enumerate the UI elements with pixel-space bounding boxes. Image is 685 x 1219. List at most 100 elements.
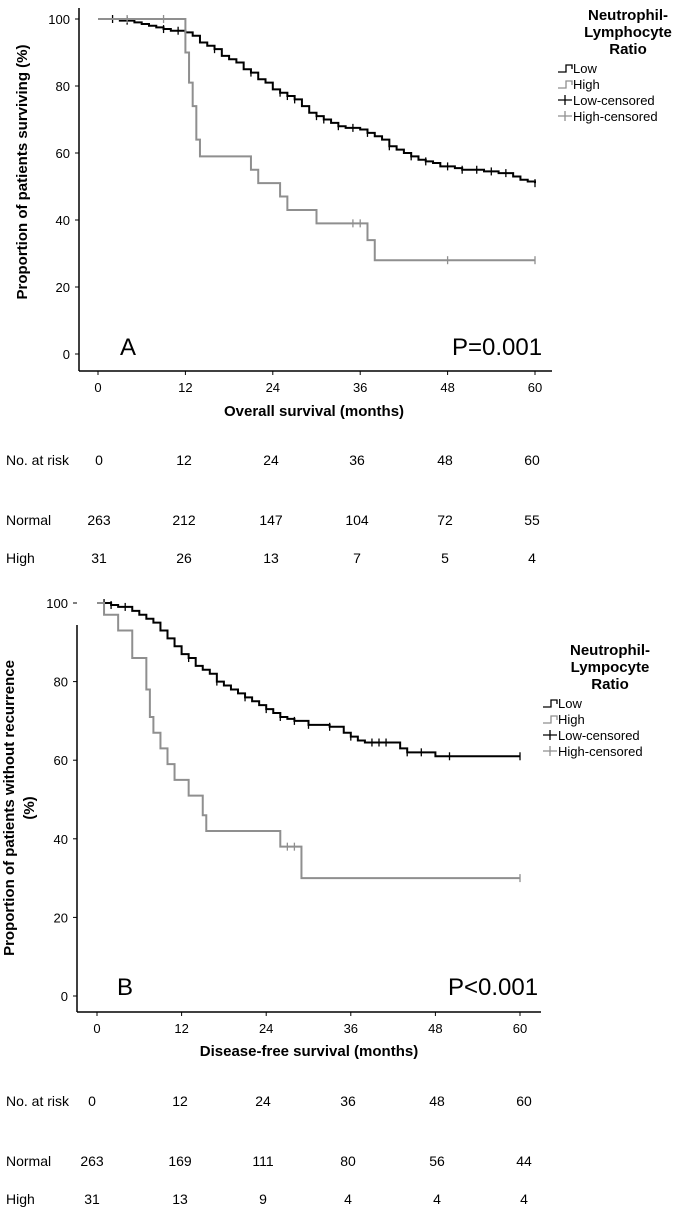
legend-symbol	[558, 95, 572, 105]
x-tick-label: 36	[353, 380, 367, 395]
legend-title: Ratio	[609, 41, 647, 58]
risk-cell: 24	[255, 1093, 271, 1109]
legend-symbol	[558, 64, 573, 73]
legend-item-label: High-censored	[573, 109, 658, 124]
risk-cell: 13	[172, 1191, 188, 1207]
x-tick-label: 24	[259, 1021, 273, 1036]
risk-cell: 36	[349, 452, 365, 468]
risk-cell: 4	[344, 1191, 352, 1207]
legend-symbol	[558, 111, 572, 121]
risk-cell: 48	[429, 1093, 445, 1109]
y-tick-label: 20	[56, 280, 70, 295]
risk-cell: 169	[168, 1153, 192, 1169]
risk-cell: 31	[84, 1191, 100, 1207]
chart-series	[98, 15, 536, 265]
legend-item-label: High	[558, 712, 585, 727]
risk-row-label: Normal	[6, 1153, 52, 1169]
legend-symbol	[543, 715, 558, 724]
legend-item-label: High	[573, 77, 600, 92]
risk-row-high: High 31 26 13 7 5 4	[0, 550, 685, 570]
panel-letter: A	[120, 334, 136, 361]
risk-cell: 13	[263, 550, 279, 566]
legend-symbol	[543, 699, 558, 708]
risk-cell: 4	[433, 1191, 441, 1207]
risk-cell: 12	[176, 452, 192, 468]
risk-cell: 55	[524, 512, 540, 528]
risk-cell: 104	[345, 512, 369, 528]
y-tick-label: 0	[61, 989, 68, 1004]
risk-cell: 80	[340, 1153, 356, 1169]
panel-letter: B	[117, 974, 133, 1001]
p-value: P<0.001	[448, 974, 538, 1001]
legend-title: Ratio	[591, 676, 629, 693]
legend-title: Lympocyte	[571, 659, 650, 676]
legend-title: Neutrophil-	[588, 7, 668, 24]
y-tick-label: 0	[63, 347, 70, 362]
risk-cell: 4	[520, 1191, 528, 1207]
y-axis-label-line2: (%)	[21, 796, 38, 819]
risk-cell: 44	[516, 1153, 532, 1169]
y-tick-label: 100	[46, 596, 68, 611]
risk-cell: 48	[437, 452, 453, 468]
x-tick-label: 36	[344, 1021, 358, 1036]
risk-cell: 0	[88, 1093, 96, 1109]
risk-cell: 9	[259, 1191, 267, 1207]
legend-item-label: Low-censored	[558, 728, 640, 743]
x-tick-label: 60	[513, 1021, 527, 1036]
legend-item-label: High-censored	[558, 744, 643, 759]
panel-a-overall-survival: 0 12 24 36 48 60 0 20 40 60 80 100 A P=0.001 Overal…	[0, 0, 685, 600]
risk-cell: 5	[441, 550, 449, 566]
chart-axes: 0 12 24 36 48 60 0 20 40 60 80 100	[46, 596, 541, 1036]
km-chart-overall-survival: 0 12 24 36 48 60 0 20 40 60 80 100 A P=0.001 Overal…	[14, 7, 672, 420]
risk-cell: 263	[87, 512, 111, 528]
x-tick-label: 24	[266, 380, 280, 395]
p-value: P=0.001	[452, 334, 542, 361]
risk-row-normal: Normal 263 212 147 104 72 55	[0, 512, 685, 532]
x-tick-label: 0	[93, 1021, 100, 1036]
risk-cell: 147	[259, 512, 283, 528]
risk-cell: 31	[91, 550, 107, 566]
risk-cell: 7	[353, 550, 361, 566]
x-tick-label: 48	[440, 380, 454, 395]
y-tick-label: 100	[48, 12, 70, 27]
y-tick-label: 60	[56, 146, 70, 161]
risk-cell: 56	[429, 1153, 445, 1169]
risk-cell: 12	[172, 1093, 188, 1109]
risk-cell: 4	[528, 550, 536, 566]
risk-cell: 72	[437, 512, 453, 528]
x-tick-label: 12	[178, 380, 192, 395]
risk-cell: 212	[172, 512, 196, 528]
y-tick-label: 80	[56, 79, 70, 94]
risk-row-label: High	[6, 550, 35, 566]
x-axis-label: Disease-free survival (months)	[200, 1043, 418, 1060]
risk-row-normal: Normal 263 169 111 80 56 44	[0, 1153, 685, 1173]
risk-row-label: No. at risk	[6, 1093, 70, 1109]
km-chart-disease-free-survival: 0 12 24 36 48 60 0 20 40 60 80 100 B P<0.001 Diseas…	[1, 596, 650, 1060]
y-tick-label: 60	[54, 753, 68, 768]
survival-curve-high	[98, 18, 535, 262]
risk-cell: 60	[516, 1093, 532, 1109]
x-axis-label: Overall survival (months)	[224, 403, 404, 420]
survival-curve-low	[97, 602, 520, 758]
survival-curve-high	[97, 602, 520, 880]
legend-item-label: Low	[573, 61, 597, 76]
legend-symbol	[558, 80, 573, 89]
legend-symbol	[543, 746, 557, 756]
chart-series	[97, 599, 521, 883]
y-tick-label: 20	[54, 910, 68, 925]
risk-cell: 24	[263, 452, 279, 468]
legend-symbol	[543, 730, 557, 740]
x-tick-label: 60	[528, 380, 542, 395]
risk-cell: 26	[176, 550, 192, 566]
risk-row-label: High	[6, 1191, 35, 1207]
risk-row-label: No. at risk	[6, 452, 70, 468]
panel-b-disease-free-survival: 0 12 24 36 48 60 0 20 40 60 80 100 B P<0.001 Diseas…	[0, 596, 685, 1211]
x-tick-label: 12	[174, 1021, 188, 1036]
y-tick-label: 80	[54, 675, 68, 690]
legend-item-label: Low-censored	[573, 93, 655, 108]
risk-cell: 60	[524, 452, 540, 468]
risk-row-high: High 31 13 9 4 4 4	[0, 1191, 685, 1211]
survival-curve-low	[98, 18, 536, 184]
risk-cell: 263	[80, 1153, 104, 1169]
